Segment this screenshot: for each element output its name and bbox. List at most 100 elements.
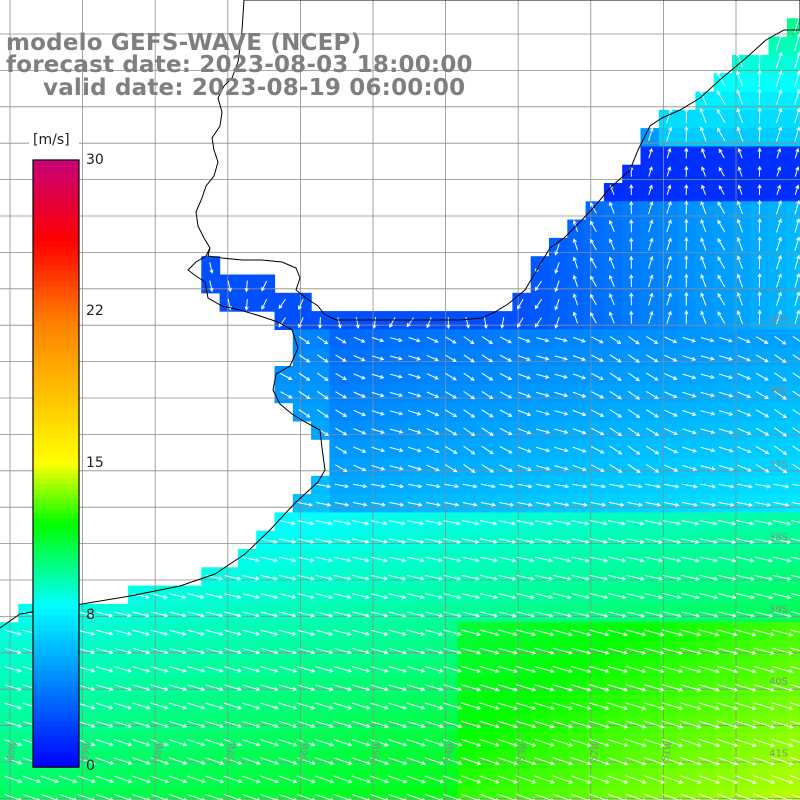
wind-arrow [278,299,286,309]
wind-arrow-head [507,339,512,344]
wind-arrow-head [389,323,393,329]
wind-arrow [589,629,609,636]
wind-arrow-head [640,539,645,544]
wind-arrow-head [623,706,629,711]
wind-arrow [792,390,800,397]
wind-arrow [426,391,439,398]
wind-arrow-head [586,632,592,637]
wind-arrow-head [641,706,647,711]
wind-arrow-head [261,305,266,310]
wind-arrow-head [326,502,332,507]
wind-arrow [774,408,787,418]
wind-arrow [590,312,597,324]
wind-arrow-head [777,166,782,171]
wind-arrow-head [367,797,371,800]
wind-arrow [315,684,333,691]
wind-arrow [168,647,186,654]
colorbar-swatch [33,681,79,687]
wind-arrow-head [347,631,352,636]
wind-arrow [335,354,347,362]
wind-arrow [794,148,799,159]
wind-arrow [771,720,793,728]
wind-arrow-head [737,166,742,171]
wind-arrow [666,201,672,215]
wind-arrow [371,355,384,360]
wind-arrow-head [777,254,782,260]
wind-arrow [335,391,347,399]
wind-arrow-head [420,558,425,563]
wind-arrow [646,409,659,418]
wind-arrow-head [796,236,800,241]
wind-arrow-head [617,450,623,455]
wind-arrow-head [219,760,225,765]
wind-arrow [355,317,359,328]
wind-arrow [242,647,260,654]
wind-arrow-head [635,432,641,437]
wind-arrow-head [678,779,684,784]
wind-arrow-head [713,595,719,600]
wind-arrow [319,317,321,329]
wind-arrow [754,611,773,617]
wind-arrow [735,665,756,673]
wind-arrow-head [564,448,569,453]
wind-arrow-head [796,291,800,296]
wind-arrow [737,127,744,142]
wind-arrow [628,336,640,345]
wind-arrow-head [435,467,440,472]
wind-arrow-head [19,797,22,800]
wind-arrow-head [640,558,645,563]
wind-arrow [205,647,223,654]
wind-arrow-head [711,466,716,471]
wind-arrow [664,354,677,362]
wind-arrow [333,739,352,746]
wind-arrow-head [365,687,371,692]
wind-arrow [737,274,743,288]
wind-arrow [317,336,328,345]
wind-arrow-head [585,576,590,581]
wind-arrow-head [488,340,494,344]
wind-arrow-head [660,687,665,692]
wind-cell [786,183,800,202]
wind-arrow-head [346,521,352,526]
wind-arrow-head [238,779,243,784]
wind-arrow [315,702,334,709]
wind-arrow-head [658,558,664,563]
wind-arrow-head [710,448,716,453]
wind-arrow [698,738,720,747]
wind-arrow [424,666,443,673]
wind-arrow-head [274,742,280,747]
wind-arrow-head [305,358,311,363]
wind-arrow-head [488,358,494,363]
wind-arrow-head [732,595,737,600]
wind-arrow-head [618,468,623,473]
wind-arrow-head [550,761,555,766]
wind-arrow [168,775,187,783]
wind-arrow [753,757,775,765]
wind-arrow [462,483,477,488]
wind-arrow [771,684,793,692]
wind-arrow [77,775,96,783]
wind-arrow-head [530,613,536,618]
wind-arrow-head [342,376,347,381]
wind-arrow [701,185,706,195]
wind-arrow-head [568,632,573,637]
wind-arrow [627,409,640,418]
wind-arrow-head [399,466,404,471]
wind-arrow-head [545,429,551,434]
wind-arrow-head [513,687,518,692]
wind-arrow [664,427,678,435]
wind-arrow-head [736,51,741,57]
wind-arrow [716,738,738,747]
wind-arrow [662,629,683,636]
wind-arrow-head [329,779,335,784]
wind-arrow [260,720,279,728]
wind-arrow-head [716,90,721,95]
wind-arrow [499,502,514,506]
wind-arrow-head [291,539,297,544]
wind-arrow-head [456,576,462,581]
wind-arrow-head [402,613,407,618]
wind-arrow-head [695,558,700,563]
wind-arrow-head [328,539,333,544]
wind-arrow-head [398,356,403,361]
wind-arrow-head [383,521,388,526]
